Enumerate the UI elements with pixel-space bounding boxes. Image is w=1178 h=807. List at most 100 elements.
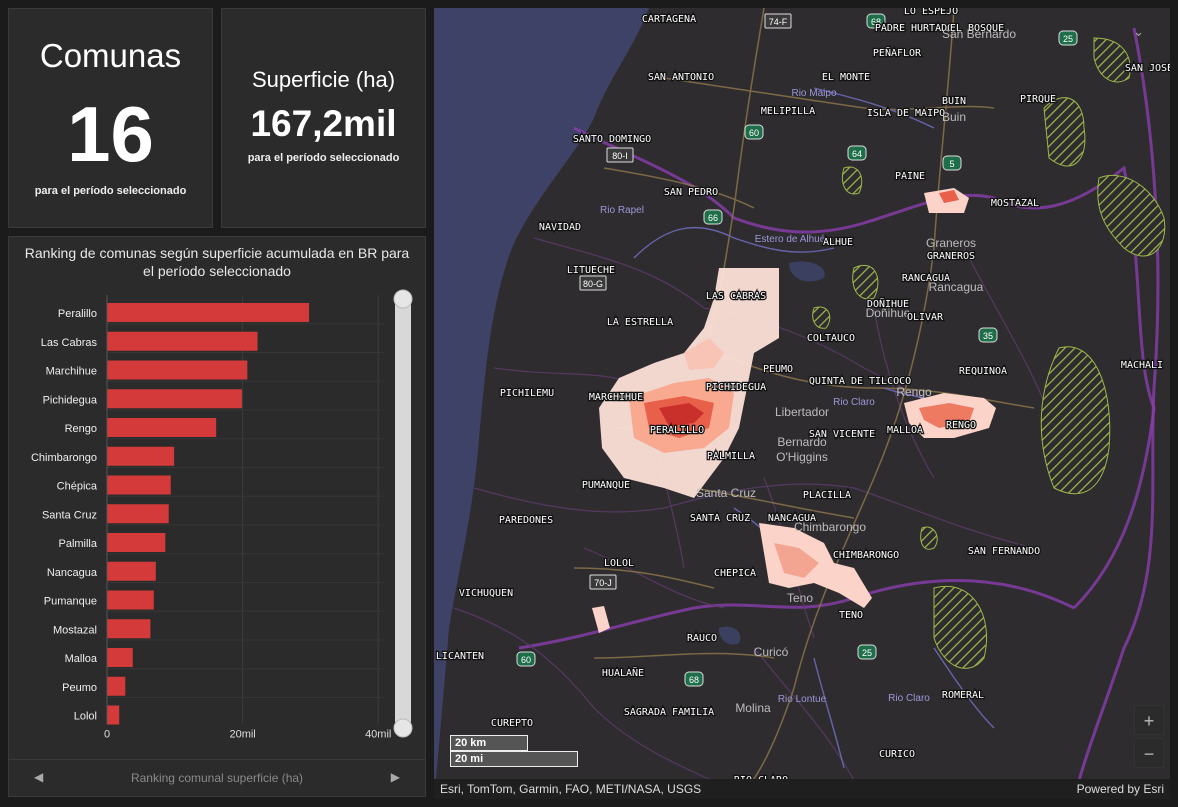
river-label: Rio Claro <box>833 397 875 408</box>
bar-las-cabras[interactable] <box>107 331 258 351</box>
commune-label: CUREPTO <box>491 718 533 729</box>
commune-label: COLTAUCO <box>807 333 855 344</box>
bar-marchihue[interactable] <box>107 360 248 380</box>
category-label: Chimbarongo <box>31 452 97 464</box>
commune-label: EL BOSQUE <box>950 23 1004 34</box>
category-label: Santa Cruz <box>42 509 97 521</box>
route-shield-label: 25 <box>862 648 872 658</box>
route-shield-label: 80-I <box>612 151 628 161</box>
commune-label: VICHUQUEN <box>459 588 513 599</box>
route-shield-label: 70-J <box>594 578 612 588</box>
category-label: Pumanque <box>44 596 97 608</box>
commune-label: LA ESTRELLA <box>607 317 673 328</box>
route-shield-icon <box>942 155 962 171</box>
route-shield-icon <box>589 574 617 590</box>
kpi-comunas-card: Comunas 16 para el período seleccionado <box>8 8 213 228</box>
commune-label: CHIMBARONGO <box>833 550 899 561</box>
city-label: Bernardo <box>777 435 827 449</box>
commune-label: NANCAGUA <box>768 513 816 524</box>
kpi-superficie-card: Superficie (ha) 167,2mil para el período… <box>221 8 426 228</box>
bar-nancagua[interactable] <box>107 561 156 581</box>
bar-lolol[interactable] <box>107 705 120 725</box>
commune-label: LOLOL <box>604 558 634 569</box>
commune-label: SAN ANTONIO <box>648 72 714 83</box>
commune-label: ROMERAL <box>942 690 984 701</box>
route-shield-icon <box>516 651 536 667</box>
category-label: Rengo <box>65 423 97 435</box>
city-label: Chimbarongo <box>794 520 866 534</box>
kpi-comunas-value: 16 <box>67 90 154 178</box>
double-chevron-down-icon[interactable]: ⌄ <box>1133 24 1144 39</box>
map-view[interactable]: 74-F 68 25 60 80-I 64 5 66 80-G 35 70-J 60 25 68 CART… <box>434 8 1170 799</box>
category-label: Marchihue <box>46 366 97 378</box>
commune-label: MACHALI <box>1121 360 1163 371</box>
commune-label: LITUECHE <box>567 265 615 276</box>
ranking-scroll-handle-bottom[interactable] <box>393 718 413 738</box>
attribution-text: Esri, TomTom, Garmin, FAO, METI/NASA, US… <box>440 782 702 796</box>
bar-chépica[interactable] <box>107 475 171 495</box>
zoom-out-button[interactable]: − <box>1134 738 1164 768</box>
city-label: Doñihue <box>866 306 911 320</box>
ranking-title-line2: el período seleccionado <box>143 263 291 279</box>
commune-label: SAN VICENTE <box>809 429 875 440</box>
commune-label: OLIVAR <box>907 312 944 323</box>
chevron-left-icon[interactable]: ◀ <box>34 770 44 784</box>
bar-palmilla[interactable] <box>107 533 166 552</box>
route-shield-icon <box>978 327 998 343</box>
bar-peumo[interactable] <box>107 676 126 696</box>
commune-label: ALHUE <box>823 237 853 248</box>
bar-malloa[interactable] <box>107 648 133 667</box>
commune-label: LAS CABRAS <box>706 291 766 302</box>
chevron-right-icon[interactable]: ▶ <box>390 770 400 784</box>
route-shield-label: 74-F <box>769 17 788 27</box>
commune-label: PERALILLO <box>650 425 704 436</box>
city-label: Rancagua <box>929 280 984 294</box>
city-label: O'Higgins <box>776 450 828 464</box>
bar-pumanque[interactable] <box>107 590 154 610</box>
commune-label: PEUMO <box>763 364 793 375</box>
commune-label: RENGO <box>946 420 976 431</box>
route-shield-label: 80-G <box>583 279 603 289</box>
route-shield-label: 68 <box>871 17 881 27</box>
commune-label: NAVIDAD <box>539 222 581 233</box>
ranking-title: Ranking de comunas según superficie acum… <box>19 244 415 280</box>
route-shield-icon <box>579 275 607 291</box>
route-shield-label: 60 <box>521 655 531 665</box>
commune-label: DOÑIHUE <box>867 297 909 310</box>
commune-label: SAN JOSÉ <box>1125 61 1170 74</box>
river-label: Rio Lontue <box>778 694 827 705</box>
commune-label: GRANEROS <box>927 251 975 262</box>
powered-by-esri[interactable]: Powered by Esri <box>1076 782 1164 796</box>
commune-label: TENO <box>839 610 863 621</box>
ranking-scroll-handle-top[interactable] <box>393 289 413 309</box>
commune-label: RANCAGUA <box>902 273 950 284</box>
commune-label: PEÑAFLOR <box>873 46 922 59</box>
bar-rengo[interactable] <box>107 418 217 437</box>
commune-label: PALMILLA <box>707 451 755 462</box>
map-canvas[interactable]: 74-F 68 25 60 80-I 64 5 66 80-G 35 70-J 60 25 68 CART… <box>434 8 1170 799</box>
kpi-comunas-subtitle: para el período seleccionado <box>34 185 187 197</box>
bar-peralillo[interactable] <box>107 303 310 322</box>
city-label: Teno <box>787 591 813 605</box>
river-label: Estero de Alhué <box>755 234 826 245</box>
route-shield-icon <box>703 209 723 225</box>
route-shield-label: 66 <box>708 213 718 223</box>
zoom-in-button[interactable]: + <box>1134 705 1164 735</box>
bar-pichidegua[interactable] <box>107 389 242 409</box>
category-label: Palmilla <box>58 538 97 550</box>
kpi-comunas-title: Comunas <box>39 37 182 74</box>
category-label: Mostazal <box>53 624 97 636</box>
commune-label: EL MONTE <box>822 72 870 83</box>
ocean-area <box>434 8 649 799</box>
bar-chimbarongo[interactable] <box>107 446 175 466</box>
commune-label: REQUINOA <box>959 366 1007 377</box>
kpi-superficie-value: 167,2mil <box>250 103 397 144</box>
route-shield-label: 68 <box>689 675 699 685</box>
bar-mostazal[interactable] <box>107 619 151 639</box>
route-shield-icon <box>847 145 867 161</box>
commune-label: PUMANQUE <box>582 480 630 491</box>
scale-bar-mi: 20 mi <box>450 751 578 767</box>
bar-santa-cruz[interactable] <box>107 504 169 524</box>
ranking-scrollbar-track[interactable] <box>395 292 411 729</box>
x-tick-label: 0 <box>104 728 110 740</box>
